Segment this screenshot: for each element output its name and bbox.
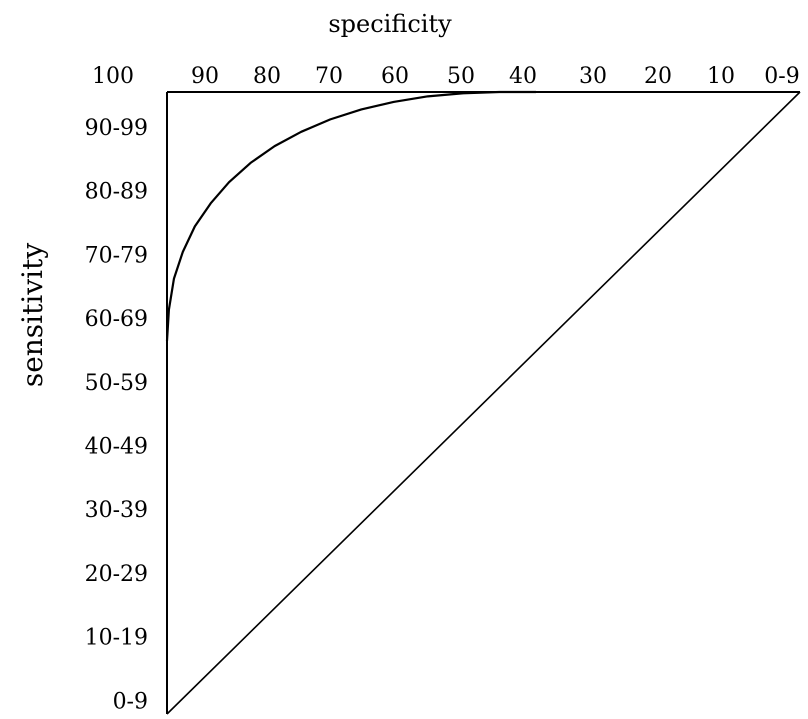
roc-curve	[165, 90, 537, 341]
x-tick-label: 30	[579, 64, 607, 89]
x-tick-label: 10	[707, 64, 735, 89]
x-tick-label: 20	[644, 64, 672, 89]
y-tick-label: 10-19	[85, 626, 148, 651]
y-axis-title: sensitivity	[16, 243, 49, 388]
y-tick-label: 20-29	[85, 562, 148, 587]
y-tick-label: 80-89	[85, 180, 148, 205]
x-tick-label: 60	[381, 64, 409, 89]
y-tick-label: 40-49	[85, 435, 148, 460]
x-tick-label: 80	[253, 64, 281, 89]
x-tick-label: 90	[191, 64, 219, 89]
chance-diagonal	[166, 91, 801, 715]
x-tick-label: 70	[315, 64, 343, 89]
y-tick-label: 30-39	[85, 498, 148, 523]
x-tick-label: 0-9	[764, 64, 799, 89]
x-tick-label: 40	[509, 64, 537, 89]
x-tick-label: 100	[92, 64, 134, 89]
y-tick-label: 50-59	[85, 371, 148, 396]
y-tick-label: 90-99	[85, 116, 148, 141]
x-tick-label: 50	[447, 64, 475, 89]
y-tick-label: 70-79	[85, 243, 148, 268]
y-tick-label: 60-69	[85, 307, 148, 332]
x-axis-title: specificity	[328, 10, 452, 38]
y-tick-label: 0-9	[113, 689, 148, 714]
